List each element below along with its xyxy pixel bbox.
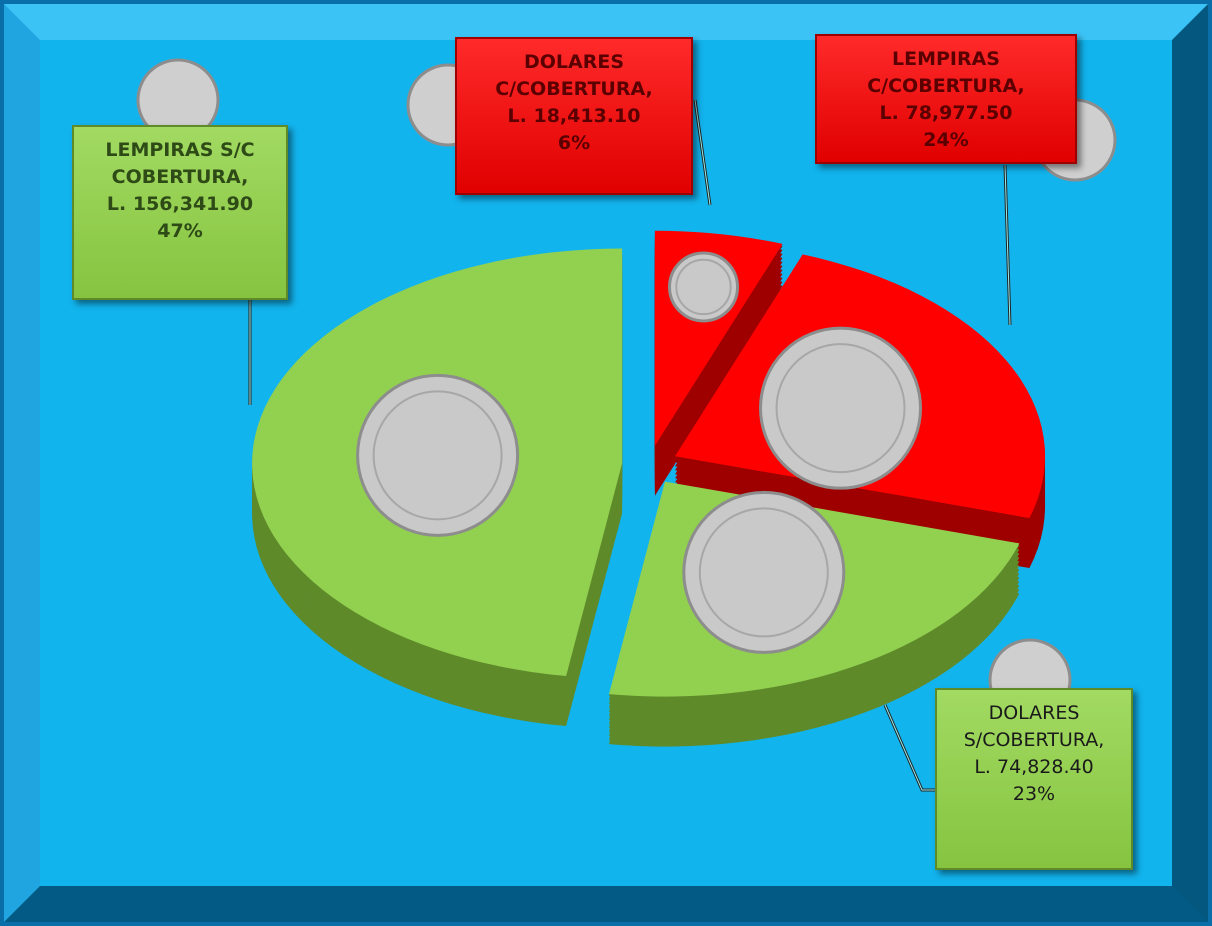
leader-line: [883, 704, 935, 792]
percent-label: 47%: [157, 220, 203, 242]
percent-label: 6%: [557, 132, 591, 154]
category-label: DOLARES C/COBERTURA,: [495, 51, 653, 100]
percent-label: 24%: [923, 129, 969, 151]
data-label-box: DOLARES S/COBERTURA, L. 74,828.40 23%: [935, 688, 1133, 870]
coin: [356, 373, 520, 537]
coin-inner: [775, 343, 906, 474]
leader-line-inner: [694, 99, 711, 206]
value-label: L. 74,828.40: [974, 756, 1094, 778]
coin: [682, 490, 846, 654]
category-label: LEMPIRAS C/COBERTURA,: [867, 48, 1025, 97]
data-label-box: LEMPIRAS C/COBERTURA, L. 78,977.50 24%: [815, 34, 1077, 164]
leader-line-inner: [884, 704, 935, 791]
coin-inner: [675, 258, 732, 316]
value-label: L. 156,341.90: [106, 193, 254, 215]
coin-inner: [372, 390, 503, 521]
category-label: DOLARES S/COBERTURA,: [963, 702, 1105, 751]
value-label: L. 18,413.10: [507, 105, 641, 127]
coin-inner: [698, 507, 829, 638]
coin: [668, 251, 740, 323]
leader-line-inner: [1004, 164, 1011, 326]
category-label: LEMPIRAS S/C COBERTURA,: [105, 139, 255, 188]
coin: [759, 326, 923, 490]
data-label-box: LEMPIRAS S/C COBERTURA, L. 156,341.90 47%: [72, 125, 288, 300]
value-label: L. 78,977.50: [879, 102, 1013, 124]
percent-label: 23%: [1012, 783, 1056, 805]
data-label-box: DOLARES C/COBERTURA, L. 18,413.10 6%: [455, 37, 693, 195]
